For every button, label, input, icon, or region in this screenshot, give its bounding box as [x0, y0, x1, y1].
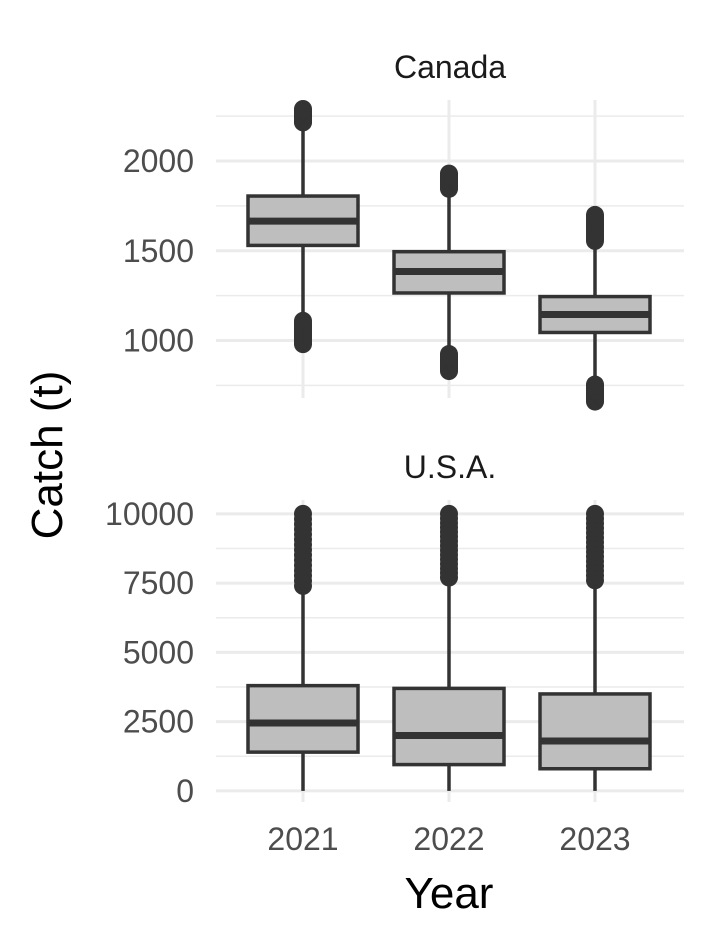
panel-strip-label: Canada — [394, 49, 506, 85]
outlier-point — [586, 504, 604, 523]
panels-layer: Canada 1000 1500 2000 U.S.A. 0 2500 5000 7500 100… — [105, 49, 684, 809]
y-tick-label: 5000 — [123, 634, 194, 670]
outlier-point — [440, 345, 458, 364]
outlier-point — [586, 205, 604, 224]
box-2023 — [538, 504, 652, 791]
x-tick-label: 2022 — [413, 821, 484, 857]
iqr-box — [538, 692, 652, 771]
iqr-box — [392, 686, 506, 767]
outlier-point — [294, 99, 312, 118]
y-tick-label: 1500 — [123, 233, 194, 269]
box-2021 — [246, 99, 360, 354]
box-2022 — [392, 504, 506, 791]
panel-strip-label: U.S.A. — [404, 449, 496, 485]
x-tick-label: 2021 — [267, 821, 338, 857]
y-axis-title: Catch (t) — [23, 371, 72, 540]
outlier-point — [440, 504, 458, 523]
x-axis-title: Year — [405, 869, 494, 918]
y-tick-label: 2000 — [123, 143, 194, 179]
panel-0: Canada 1000 1500 2000 — [123, 49, 684, 411]
box-2023 — [538, 205, 652, 411]
outlier-point — [294, 311, 312, 330]
y-tick-label: 10000 — [105, 496, 194, 532]
outlier-point — [440, 164, 458, 183]
box-2021 — [246, 504, 360, 791]
y-tick-label: 2500 — [123, 704, 194, 740]
box-2022 — [392, 164, 506, 381]
iqr-box — [246, 683, 360, 754]
x-tick-label: 2023 — [559, 821, 630, 857]
y-tick-label: 0 — [176, 773, 194, 809]
panel-1: U.S.A. 0 2500 5000 7500 10000 — [105, 449, 684, 809]
y-tick-label: 7500 — [123, 565, 194, 601]
x-axis: 2021 2022 2023 — [267, 821, 630, 857]
outlier-point — [294, 504, 312, 523]
outlier-point — [586, 375, 604, 394]
y-tick-label: 1000 — [123, 323, 194, 359]
